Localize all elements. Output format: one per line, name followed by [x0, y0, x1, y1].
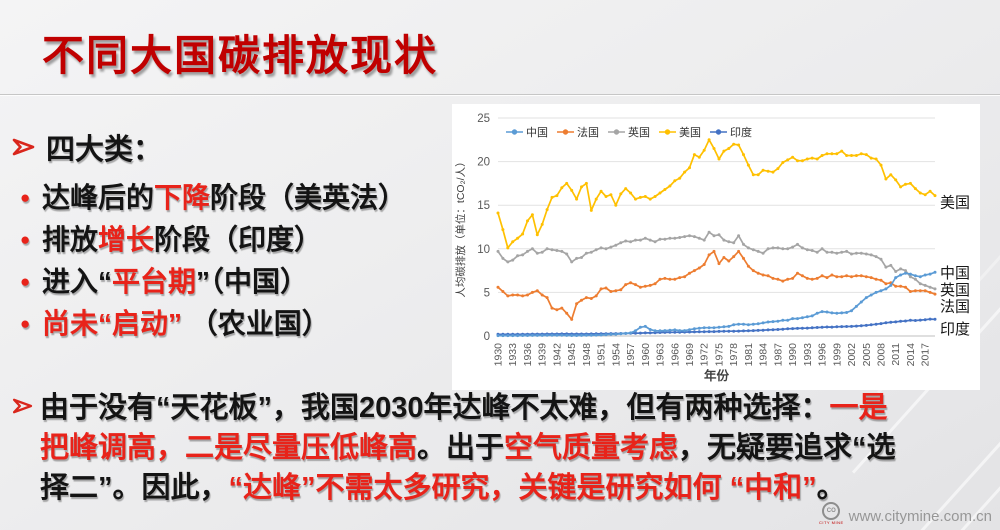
- bullet-text: 排放增长阶段（印度）: [42, 224, 323, 255]
- bullet-item: ● 排放增长阶段（印度）: [12, 219, 460, 261]
- bullet-text: 达峰后的下降阶段（美英法）: [42, 182, 407, 213]
- watermark: CO CITY MINE www.citymine.com.cn: [819, 502, 992, 525]
- svg-text:2008: 2008: [875, 343, 887, 367]
- bullet-item: ● 尚未“启动” （农业国）: [12, 303, 460, 345]
- paragraph-line: 由于没有“天花板”，我国2030年达峰不太难，但有两种选择：一是: [40, 392, 888, 424]
- svg-text:1990: 1990: [787, 343, 799, 367]
- svg-text:1945: 1945: [566, 343, 578, 367]
- svg-text:0: 0: [484, 331, 490, 343]
- svg-text:1966: 1966: [669, 343, 681, 367]
- svg-text:年份: 年份: [704, 368, 730, 383]
- bullet-dot-icon: ●: [20, 188, 31, 207]
- arrow-bullet-icon: [12, 138, 36, 156]
- svg-text:2017: 2017: [920, 343, 932, 367]
- svg-text:1972: 1972: [699, 343, 711, 367]
- svg-text:印度: 印度: [940, 321, 970, 338]
- bullet-dot-icon: ●: [20, 314, 31, 333]
- svg-text:1930: 1930: [493, 343, 505, 367]
- svg-text:1996: 1996: [817, 343, 829, 367]
- bullet-item: ● 达峰后的下降阶段（美英法）: [12, 177, 460, 219]
- svg-text:法国: 法国: [577, 125, 599, 139]
- svg-text:法国: 法国: [940, 298, 970, 315]
- svg-text:1999: 1999: [831, 343, 843, 367]
- bullet-item: ● 进入“平台期”（中国）: [12, 261, 460, 303]
- bullet-dot-icon: ●: [20, 272, 31, 291]
- svg-text:2005: 2005: [861, 343, 873, 367]
- svg-text:1942: 1942: [551, 343, 563, 367]
- svg-text:人均碳排放（单位：tCO₂/人）: 人均碳排放（单位：tCO₂/人）: [454, 156, 467, 297]
- title-divider: [0, 94, 1000, 95]
- svg-text:1993: 1993: [802, 343, 814, 367]
- svg-text:1975: 1975: [713, 343, 725, 367]
- svg-text:20: 20: [477, 157, 490, 169]
- svg-text:1984: 1984: [758, 343, 770, 367]
- svg-text:印度: 印度: [730, 125, 752, 139]
- svg-text:1957: 1957: [625, 343, 637, 367]
- svg-text:美国: 美国: [940, 195, 970, 212]
- bullet-section: 四大类： ● 达峰后的下降阶段（美英法） ● 排放增长阶段（印度） ● 进入“平台期”…: [12, 126, 460, 345]
- svg-text:英国: 英国: [628, 125, 650, 139]
- bullet-dot-icon: ●: [20, 230, 31, 249]
- svg-text:1978: 1978: [728, 343, 740, 367]
- arrow-bullet-icon: [12, 398, 36, 416]
- svg-text:1960: 1960: [640, 343, 652, 367]
- svg-text:1951: 1951: [596, 343, 608, 367]
- svg-text:中国: 中国: [940, 265, 970, 282]
- bullet-text: 进入“平台期”（中国）: [42, 266, 309, 297]
- svg-text:5: 5: [484, 287, 490, 299]
- svg-text:1933: 1933: [507, 343, 519, 367]
- citymine-logo-icon: CO CITY MINE: [819, 502, 844, 525]
- paragraph-line: 择二”。因此，“达峰”不需太多研究，关键是研究如何 “中和”。: [40, 472, 846, 504]
- svg-text:25: 25: [477, 113, 490, 125]
- svg-text:中国: 中国: [526, 126, 548, 139]
- svg-text:美国: 美国: [679, 126, 701, 139]
- svg-text:10: 10: [477, 244, 490, 256]
- svg-text:1963: 1963: [655, 343, 667, 367]
- svg-text:1969: 1969: [684, 343, 696, 367]
- watermark-url: www.citymine.com.cn: [848, 508, 992, 525]
- svg-text:1936: 1936: [522, 343, 534, 367]
- svg-text:1981: 1981: [743, 343, 755, 367]
- paragraph-section: 由于没有“天花板”，我国2030年达峰不太难，但有两种选择：一是 把峰调高，二是…: [10, 388, 988, 508]
- svg-text:1948: 1948: [581, 343, 593, 367]
- svg-text:15: 15: [477, 200, 490, 212]
- paragraph-line: 把峰调高，二是尽量压低峰高。出于空气质量考虑，无疑要追求“选: [40, 432, 896, 464]
- svg-text:2002: 2002: [846, 343, 858, 367]
- chart-panel: 0 5 10 15 20 25 1930 1933 1936 1939 1942 1945 1948 19…: [452, 104, 980, 390]
- svg-text:2011: 2011: [890, 343, 902, 366]
- svg-text:1954: 1954: [610, 343, 622, 367]
- bullets-heading: 四大类：: [46, 134, 163, 166]
- page-title: 不同大国碳排放现状: [42, 32, 439, 79]
- svg-text:英国: 英国: [940, 281, 970, 299]
- svg-text:1987: 1987: [772, 343, 784, 367]
- svg-text:2014: 2014: [905, 343, 917, 367]
- bullet-text: 尚未“启动” （农业国）: [42, 308, 330, 339]
- svg-text:1939: 1939: [537, 343, 549, 367]
